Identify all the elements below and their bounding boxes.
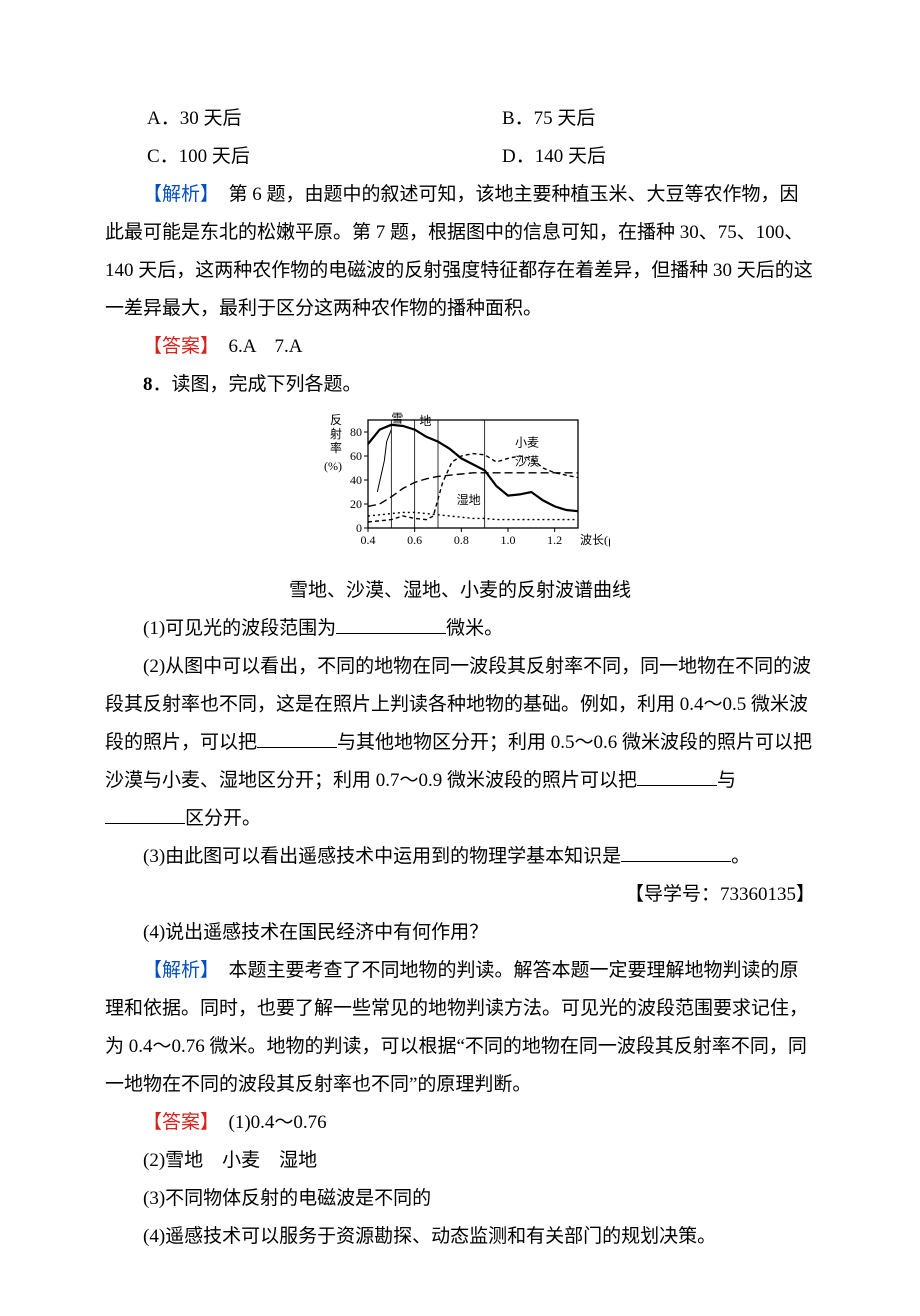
q8-p3-b: 。: [731, 846, 750, 867]
analysis-text: 第 6 题，由题中的叙述可知，该地主要种植玉米、大豆等农作物，因此最可能是东北的…: [105, 184, 813, 319]
option-d: D．140 天后: [460, 138, 815, 176]
svg-text:小麦: 小麦: [515, 435, 539, 449]
svg-text:雪: 雪: [391, 411, 403, 425]
option-b: B．75 天后: [460, 100, 815, 138]
q8-number: 8: [143, 374, 153, 395]
blank-1: [336, 614, 446, 634]
svg-text:0.6: 0.6: [407, 533, 422, 547]
blank-5: [621, 842, 731, 862]
blank-4: [105, 804, 185, 824]
svg-text:地: 地: [419, 414, 431, 428]
q8-p1-b: 微米。: [446, 618, 503, 639]
options-row-2: C．100 天后 D．140 天后: [105, 138, 815, 176]
options-row-1: A．30 天后 B．75 天后: [105, 100, 815, 138]
svg-text:湿地: 湿地: [457, 492, 481, 507]
option-c: C．100 天后: [105, 138, 460, 176]
option-a: A．30 天后: [105, 100, 460, 138]
svg-text:80: 80: [350, 425, 362, 439]
svg-text:0.8: 0.8: [454, 533, 469, 547]
svg-text:40: 40: [350, 473, 362, 487]
answer-label-2: 【答案】: [143, 1112, 210, 1133]
q8-p4: (4)说出遥感技术在国民经济中有何作用？: [105, 914, 815, 952]
q8-p3: (3)由此图可以看出遥感技术中运用到的物理学基本知识是 。: [105, 838, 815, 876]
q8-p1-a: (1)可见光的波段范围为: [143, 618, 336, 639]
q8-p3-a: (3)由此图可以看出遥感技术中运用到的物理学基本知识是: [143, 846, 621, 867]
answer-label: 【答案】: [143, 336, 210, 357]
q8-p2-c: 与: [717, 770, 736, 791]
q8-answer-line2: (2)雪地 小麦 湿地: [105, 1142, 815, 1180]
blank-3: [637, 766, 717, 786]
q8-title: 8．读图，完成下列各题。: [105, 366, 815, 404]
svg-text:(%): (%): [324, 459, 342, 473]
q8-title-text: ．读图，完成下列各题。: [153, 374, 362, 395]
svg-text:0.4: 0.4: [361, 533, 376, 547]
svg-text:1.2: 1.2: [547, 533, 562, 547]
q8-answer-line3: (3)不同物体反射的电磁波是不同的: [105, 1180, 815, 1218]
q8-a1: (1)0.4～0.76: [210, 1112, 327, 1133]
svg-text:60: 60: [350, 449, 362, 463]
chart-container: 0204060800.40.60.81.01.2波长(μm)反射率(%)雪地小麦…: [105, 408, 815, 572]
svg-text:反: 反: [330, 413, 342, 427]
q8-p2: (2)从图中可以看出，不同的地物在同一波段其反射率不同，同一地物在不同的波段其反…: [105, 648, 815, 838]
q8-answer-line1: 【答案】 (1)0.4～0.76: [105, 1104, 815, 1142]
svg-text:射: 射: [330, 426, 342, 441]
reflectance-chart: 0204060800.40.60.81.01.2波长(μm)反射率(%)雪地小麦…: [310, 408, 610, 558]
svg-text:波长(μm): 波长(μm): [580, 533, 610, 547]
svg-text:1.0: 1.0: [501, 533, 516, 547]
q8-answer-line4: (4)遥感技术可以服务于资源勘探、动态监测和有关部门的规划决策。: [105, 1218, 815, 1256]
q6-7-analysis: 【解析】 第 6 题，由题中的叙述可知，该地主要种植玉米、大豆等农作物，因此最可…: [105, 176, 815, 328]
q8-analysis: 【解析】 本题主要考查了不同地物的判读。解答本题一定要理解地物判读的原理和依据。…: [105, 952, 815, 1104]
svg-text:率: 率: [330, 440, 342, 455]
guide-number: 【导学号：73360135】: [105, 876, 815, 914]
analysis-label-2: 【解析】: [143, 960, 210, 981]
chart-caption: 雪地、沙漠、湿地、小麦的反射波谱曲线: [105, 572, 815, 610]
q6-7-answer: 【答案】 6.A 7.A: [105, 328, 815, 366]
q8-p2-d: 区分开。: [185, 808, 261, 829]
page: A．30 天后 B．75 天后 C．100 天后 D．140 天后 【解析】 第…: [0, 0, 920, 1316]
answer-text: 6.A 7.A: [210, 336, 303, 357]
analysis-label: 【解析】: [143, 184, 210, 205]
blank-2: [257, 728, 337, 748]
svg-text:20: 20: [350, 497, 362, 511]
q8-p1: (1)可见光的波段范围为 微米。: [105, 610, 815, 648]
q8-analysis-text: 本题主要考查了不同地物的判读。解答本题一定要理解地物判读的原理和依据。同时，也要…: [105, 960, 808, 1095]
svg-text:沙漠: 沙漠: [515, 455, 539, 469]
